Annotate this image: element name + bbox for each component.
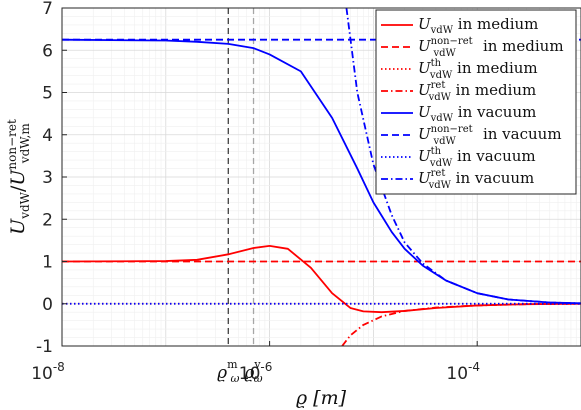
x-tick-label: 10-6 [239,360,273,384]
legend-suffix: in vacuum [451,169,534,187]
y-axis: -1 0 1 2 3 4 5 6 7 [36,0,67,357]
y-tick-label: 4 [42,126,53,146]
x-tick-base: 10 [239,364,261,384]
x-tick-base: 10 [446,364,468,384]
y-label-den-sub: vdW,m [18,123,32,165]
legend-symbol: U [418,125,432,143]
legend-sub: vdW [428,92,452,103]
marker-label-sup: v [253,358,261,371]
legend-sub: vdW [429,70,453,81]
legend-suffix: in vacuum [453,103,536,121]
legend-label: Uret vdW in medium [418,80,536,103]
legend-symbol: U [418,81,432,99]
legend-sub: vdW [430,25,454,36]
vertical-markers [227,8,255,346]
y-tick-label: 1 [42,253,53,273]
legend-sup: ret [431,168,446,179]
x-axis-label: ϱ [m] [296,387,347,409]
legend-sub: vdW [432,48,456,59]
y-tick-label: 6 [42,41,53,61]
x-tick-exponent: -6 [260,360,272,374]
legend-suffix: in vacuum [452,147,535,165]
legend-suffix: in medium [478,37,563,55]
y-tick-label: 5 [42,84,53,104]
y-tick-label: 3 [42,168,53,188]
marker-label-symbol: ϱ [244,363,254,383]
legend-sup: non−ret [431,36,473,47]
legend-sub: vdW [428,180,452,191]
legend-suffix: in medium [452,59,537,77]
series-line [345,8,581,305]
y-tick-label: 0 [42,295,53,315]
y-label-num-sub: vdW [18,191,32,219]
x-tick-label: 10-4 [446,360,480,384]
marker-label-sub: ω [254,372,263,385]
legend-sup: th [431,146,442,157]
legend-sub: vdW [429,158,453,169]
y-label-den-symbol: U [7,169,29,186]
marker-labels: ϱm ω ϱv ω [217,358,263,385]
y-tick-label: -1 [36,337,53,357]
y-tick-label: 7 [42,0,53,19]
x-label-text: ϱ [m] [296,387,347,409]
y-label-den-sup: non−ret [5,119,19,170]
marker-label-sup: m [227,358,238,371]
legend-suffix: in medium [451,81,536,99]
legend-box [375,9,577,195]
legend-label: Uth vdW in medium [418,58,538,81]
legend-sub: vdW [430,113,454,124]
legend-symbol: U [418,59,432,77]
y-label-num-symbol: U [7,218,29,235]
legend-label: Unon−ret vdW in vacuum [418,124,562,147]
legend-symbol: U [418,37,432,55]
y-label-text: UvdW/Unon−retvdW,m [5,119,32,235]
legend-label: Unon−ret vdW in medium [418,36,564,59]
legend-label: Uret vdW in vacuum [418,168,534,191]
marker-label: ϱm ω [217,358,239,385]
y-axis-label: UvdW/Unon−retvdW,m [5,119,32,235]
legend-label: Uth vdW in vacuum [418,146,536,169]
legend-suffix: in medium [453,15,538,33]
x-tick-exponent: -8 [53,360,65,374]
x-tick-exponent: -4 [468,360,480,374]
marker-label-sub: ω [231,372,240,385]
x-tick-label: 10-8 [31,360,65,384]
legend-symbol: U [418,15,432,33]
legend-label: UvdW in medium [418,15,538,36]
x-axis: 10-8 10-6 10-4 [31,341,480,384]
legend-symbol: U [418,103,432,121]
legend-sup: ret [431,80,446,91]
legend-label: UvdW in vacuum [418,103,536,124]
legend-suffix: in vacuum [478,125,561,143]
y-tick-label: 2 [42,210,53,230]
marker-label-symbol: ϱ [217,363,227,383]
y-label-slash: / [7,185,29,192]
marker-label: ϱv ω [244,358,262,385]
x-tick-base: 10 [31,364,53,384]
legend-sup: non−ret [431,124,473,135]
legend-sup: th [431,58,442,69]
legend-symbol: U [418,169,432,187]
legend-symbol: U [418,147,432,165]
legend-sub: vdW [432,136,456,147]
